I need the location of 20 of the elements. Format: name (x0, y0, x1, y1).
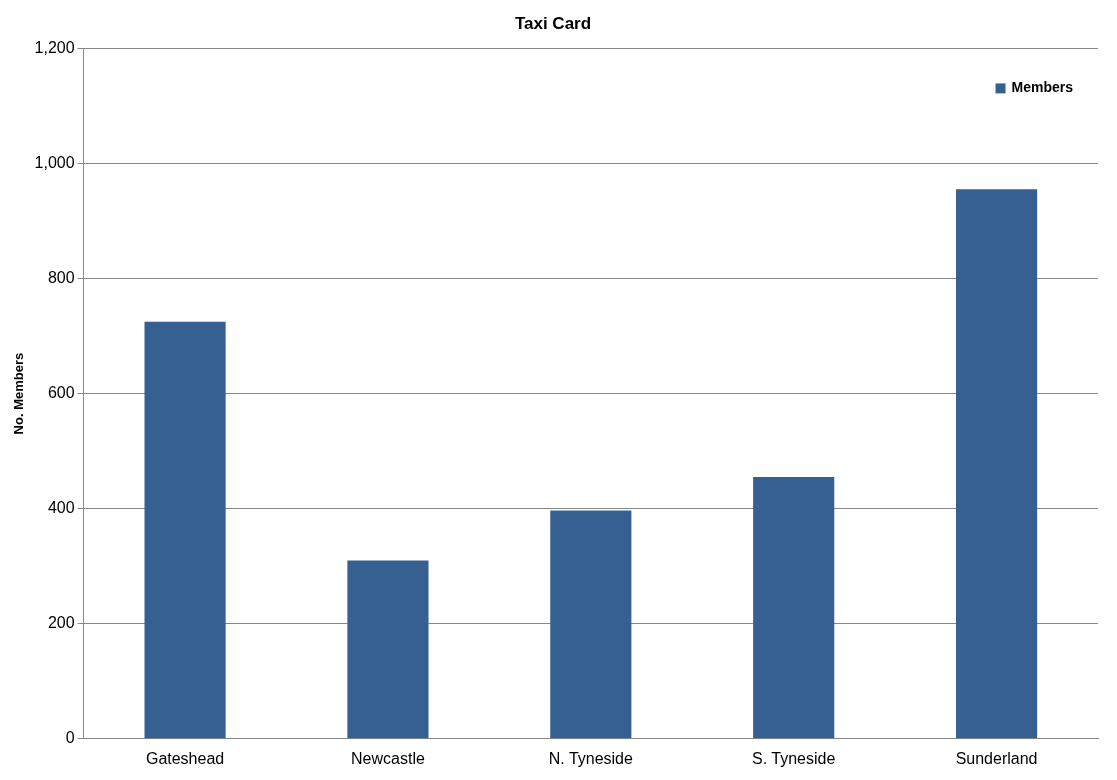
x-tick-label: N. Tyneside (548, 749, 634, 767)
bar (753, 477, 835, 739)
x-tick-label: Gateshead (145, 749, 225, 767)
y-tick-label: 200 (47, 614, 75, 632)
y-tick-label: 600 (47, 384, 75, 402)
x-tick-label: Newcastle (351, 749, 425, 767)
y-tick-label: 400 (47, 499, 75, 517)
y-axis-title: No. Members (11, 352, 27, 435)
x-tick-label: Sunderland (955, 749, 1038, 767)
bar (955, 189, 1038, 739)
y-tick-label: 1,200 (34, 38, 75, 56)
y-tick-label: 0 (65, 729, 75, 747)
bar (550, 510, 632, 739)
bar (144, 321, 226, 739)
bar (347, 560, 429, 739)
chart-title: Taxi Card (514, 13, 592, 33)
y-tick-label: 800 (47, 268, 75, 286)
x-tick-label: S. Tyneside (752, 749, 836, 767)
legend-label: Members (1011, 79, 1074, 96)
y-tick-label: 1,000 (34, 153, 75, 171)
